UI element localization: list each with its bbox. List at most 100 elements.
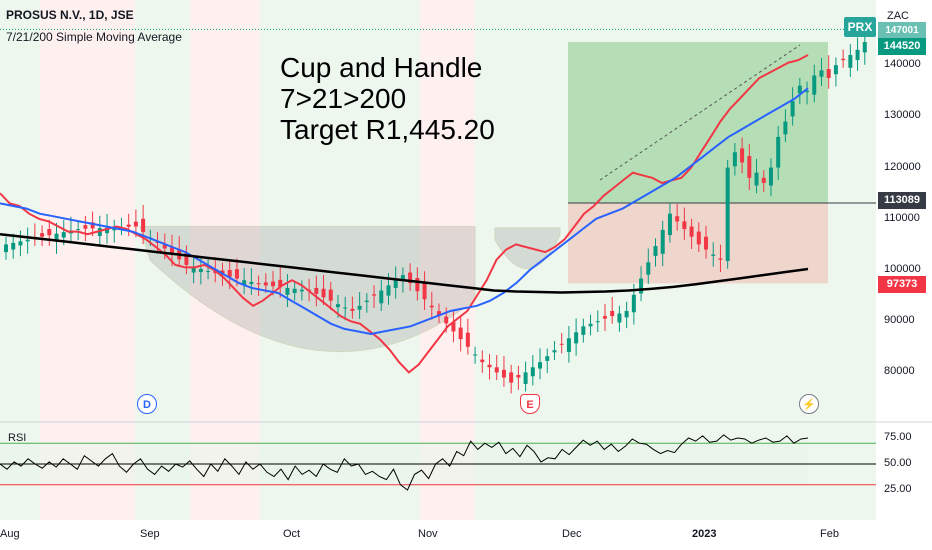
candle (400, 275, 405, 281)
candle (631, 294, 636, 313)
candle (826, 69, 831, 78)
candle (646, 262, 651, 275)
candle (559, 343, 564, 345)
background-band (135, 0, 190, 520)
candle (797, 85, 802, 94)
candle (76, 229, 81, 231)
candle (602, 316, 607, 319)
candle (516, 374, 521, 378)
candle (682, 221, 687, 230)
earnings-marker[interactable]: E (520, 394, 540, 414)
y-tick-label: 90000 (884, 314, 915, 327)
candle (675, 216, 680, 222)
candle (83, 225, 88, 229)
candle (97, 228, 102, 237)
x-tick-label: Sep (140, 528, 160, 540)
candle (610, 310, 615, 317)
candle (711, 254, 716, 256)
y-tick-label: 80000 (884, 365, 915, 378)
candle (812, 75, 817, 95)
candle (747, 156, 752, 178)
candle (54, 233, 59, 242)
candle (364, 300, 369, 302)
candle (790, 101, 795, 117)
candle (25, 239, 30, 242)
y-tick-label: 120000 (884, 160, 921, 173)
x-tick-label: Feb (820, 528, 839, 540)
candle (408, 272, 413, 284)
symbol-badge[interactable]: PRX (844, 17, 876, 37)
candle (278, 279, 283, 288)
candle (285, 287, 290, 295)
candle (249, 281, 254, 285)
candle (126, 224, 131, 227)
candle (40, 233, 45, 237)
annotation-line-3: Target R1,445.20 (280, 114, 495, 145)
candle (667, 213, 672, 236)
candle (162, 244, 167, 249)
rsi-tick-label: 75.00 (884, 431, 912, 443)
candle (256, 283, 261, 285)
rsi-label: RSI (8, 432, 27, 444)
candle (732, 152, 737, 167)
candle (639, 278, 644, 294)
trend-line (599, 44, 801, 181)
candle (740, 148, 745, 163)
currency-label: ZAC (887, 10, 909, 22)
candle (292, 288, 297, 294)
candle (263, 282, 268, 286)
price-label-high: 147001 (878, 22, 926, 39)
candle (458, 327, 463, 340)
price-label-last: 144520 (878, 38, 926, 55)
candle (696, 231, 701, 245)
candle (271, 281, 276, 287)
candle (783, 121, 788, 135)
candle (314, 287, 319, 294)
candle (11, 242, 16, 250)
y-tick-label: 110000 (884, 211, 920, 224)
candle (465, 332, 470, 347)
candle (4, 244, 8, 253)
candle (191, 266, 196, 273)
candle (335, 304, 340, 308)
candle (653, 246, 658, 256)
candle (574, 332, 579, 344)
candle (242, 280, 247, 285)
candle (588, 323, 593, 327)
candle (660, 229, 665, 254)
sma-line-21 (0, 87, 809, 336)
lightning-icon[interactable]: ⚡ (799, 394, 819, 414)
x-tick-label: Oct (283, 528, 301, 540)
candle (184, 252, 189, 265)
candle (494, 367, 499, 373)
candle (761, 177, 766, 183)
candle (299, 289, 304, 292)
annotation-line-2: 7>21>200 (280, 83, 407, 114)
candle (350, 308, 355, 311)
candle (487, 364, 492, 368)
background-band (0, 0, 40, 520)
candle (393, 280, 398, 288)
candle (357, 305, 362, 310)
candle (581, 326, 586, 335)
candle (689, 226, 694, 237)
candle (386, 285, 391, 296)
x-tick-label: Nov (418, 528, 438, 540)
candle (429, 305, 434, 308)
y-tick-label: 100000 (884, 263, 921, 275)
background-band (40, 0, 135, 520)
candle (372, 294, 377, 296)
candle (343, 307, 348, 309)
candle (501, 369, 506, 378)
candle (451, 322, 456, 332)
background-band (260, 0, 420, 520)
dividend-marker[interactable]: D (137, 394, 157, 414)
candle (415, 278, 420, 292)
candle (566, 338, 571, 352)
rsi-tick-label: 50.00 (884, 457, 912, 469)
price-label-entry: 113089 (878, 192, 926, 209)
target-zone (568, 42, 828, 203)
candle (704, 236, 709, 250)
x-tick-label: Aug (0, 528, 20, 540)
